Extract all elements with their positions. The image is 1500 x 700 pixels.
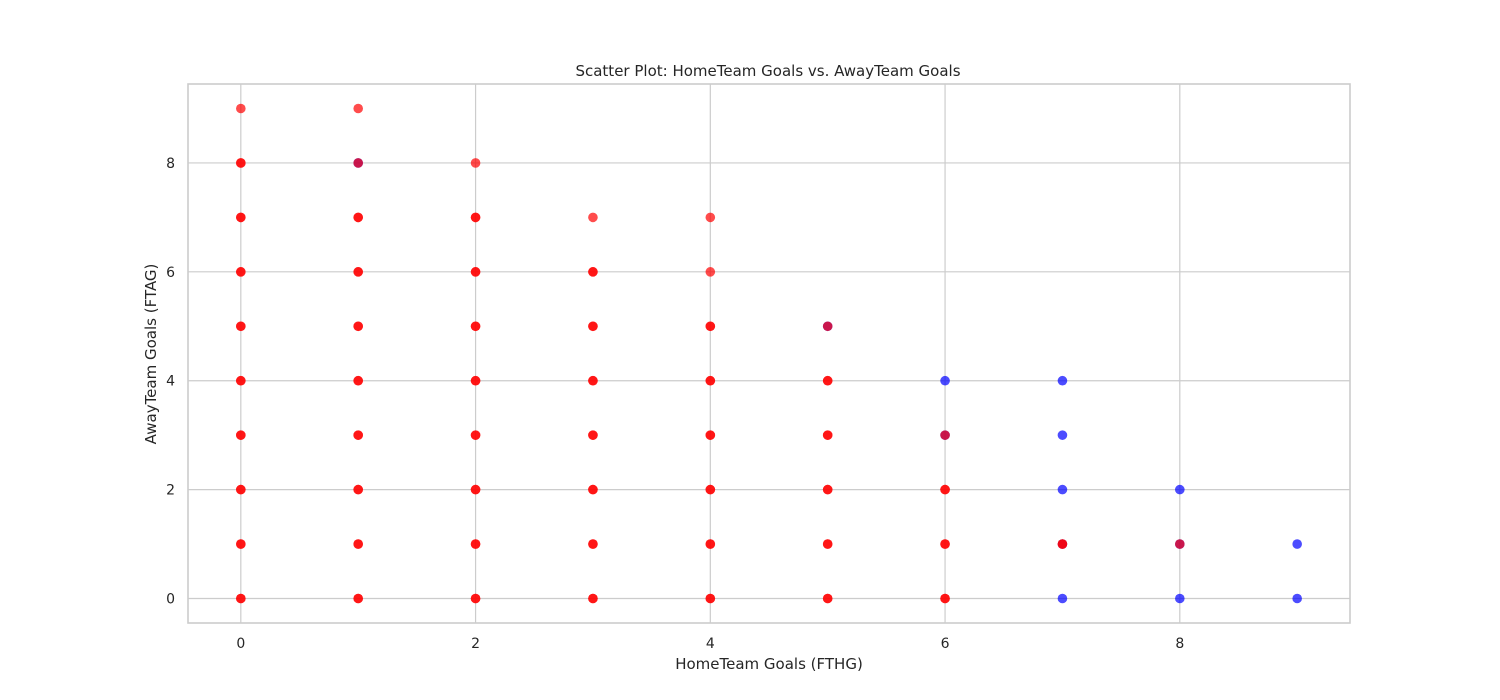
scatter-point	[353, 593, 363, 604]
scatter-point	[353, 539, 363, 549]
scatter-point	[236, 539, 246, 549]
y-tick-label: 4	[166, 374, 175, 390]
scatter-point	[236, 430, 246, 440]
scatter-point	[588, 430, 598, 440]
scatter-point	[822, 321, 833, 332]
scatter-point	[705, 212, 716, 223]
scatter-point	[353, 103, 363, 114]
scatter-point	[588, 321, 598, 332]
scatter-point	[1175, 593, 1185, 604]
y-axis-ticks: 0 2 4 6 8	[166, 156, 175, 608]
scatter-point	[1175, 484, 1185, 495]
scatter-point	[1175, 539, 1185, 549]
scatter-point	[705, 267, 716, 277]
scatter-point	[470, 484, 481, 495]
scatter-point	[1057, 539, 1068, 549]
scatter-point	[236, 267, 246, 277]
scatter-point	[470, 158, 481, 168]
scatter-point	[470, 321, 481, 332]
scatter-point	[1057, 593, 1068, 604]
scatter-point	[588, 212, 598, 223]
scatter-point	[705, 430, 716, 440]
scatter-point	[353, 375, 363, 386]
scatter-point	[470, 593, 481, 604]
x-tick-label: 8	[1175, 636, 1184, 652]
y-axis-label: AwayTeam Goals (FTAG)	[142, 264, 160, 445]
scatter-point	[588, 593, 598, 604]
scatter-point	[940, 375, 950, 386]
y-tick-label: 6	[166, 265, 175, 281]
x-tick-label: 4	[706, 636, 715, 652]
scatter-point	[236, 103, 246, 114]
scatter-point	[705, 484, 716, 495]
scatter-point	[588, 484, 598, 495]
scatter-point	[1057, 375, 1068, 386]
scatter-point	[822, 539, 833, 549]
y-tick-label: 0	[166, 592, 175, 608]
chart-title: Scatter Plot: HomeTeam Goals vs. AwayTea…	[575, 62, 960, 80]
y-tick-label: 8	[166, 156, 175, 172]
x-tick-label: 2	[471, 636, 480, 652]
scatter-point	[236, 484, 246, 495]
scatter-point	[705, 593, 716, 604]
scatter-point	[940, 539, 950, 549]
x-axis-label: HomeTeam Goals (FTHG)	[675, 655, 863, 673]
scatter-point	[588, 375, 598, 386]
scatter-point	[940, 484, 950, 495]
scatter-point	[353, 158, 363, 168]
scatter-point	[705, 321, 716, 332]
x-tick-label: 6	[941, 636, 950, 652]
scatter-point	[940, 593, 950, 604]
scatter-point	[353, 484, 363, 495]
scatter-point	[1292, 593, 1302, 604]
scatter-point	[822, 430, 833, 440]
x-axis-ticks: 0 2 4 6 8	[236, 636, 1184, 652]
x-tick-label: 0	[236, 636, 245, 652]
scatter-point	[822, 484, 833, 495]
scatter-point	[470, 267, 481, 277]
scatter-point	[588, 539, 598, 549]
scatter-point	[353, 321, 363, 332]
scatter-point	[1057, 430, 1068, 440]
data-points	[236, 103, 1302, 604]
scatter-point	[470, 375, 481, 386]
scatter-point	[940, 430, 950, 440]
scatter-point	[705, 375, 716, 386]
scatter-point	[470, 430, 481, 440]
scatter-point	[1292, 539, 1302, 549]
scatter-point	[353, 430, 363, 440]
scatter-point	[822, 375, 833, 386]
scatter-point	[470, 212, 481, 223]
scatter-point	[705, 539, 716, 549]
plot-area-frame	[187, 83, 1351, 624]
scatter-point	[822, 593, 833, 604]
scatter-point	[236, 593, 246, 604]
scatter-point	[470, 539, 481, 549]
scatter-point	[236, 321, 246, 332]
scatter-point	[353, 212, 363, 223]
scatter-point	[236, 158, 246, 168]
scatter-point	[1057, 484, 1068, 495]
scatter-point	[236, 212, 246, 223]
scatter-point	[236, 375, 246, 386]
scatter-point	[588, 267, 598, 277]
scatter-point	[353, 267, 363, 277]
grid-lines	[188, 84, 1350, 623]
y-tick-label: 2	[166, 483, 175, 499]
